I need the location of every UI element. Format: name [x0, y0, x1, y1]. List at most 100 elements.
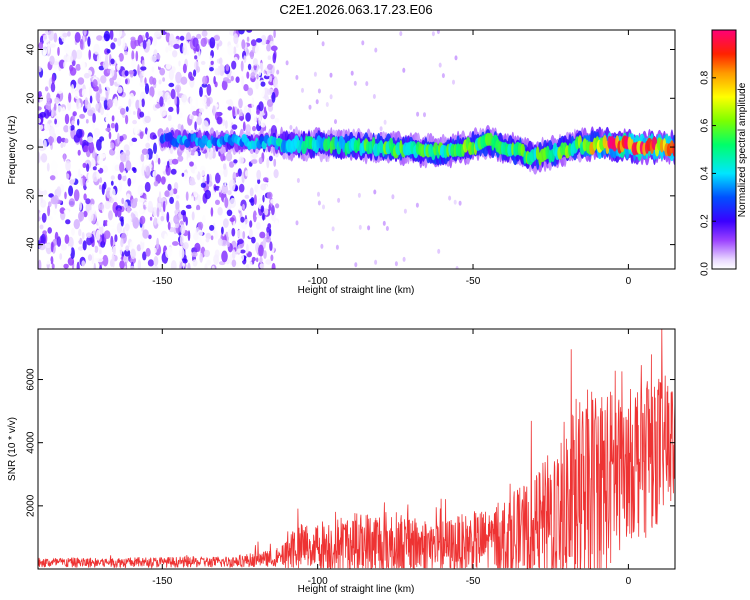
- heatmap-cell: [121, 197, 125, 205]
- heatmap-cell: [119, 107, 126, 115]
- heatmap-cell: [39, 96, 45, 106]
- heatmap-cell: [150, 46, 153, 52]
- heatmap-cell: [75, 49, 83, 60]
- heatmap-cell: [63, 263, 69, 269]
- heatmap-cell: [67, 245, 72, 256]
- heatmap-cell: [217, 65, 220, 76]
- heatmap-cell: [102, 254, 109, 267]
- heatmap-cell: [144, 83, 150, 95]
- heatmap-cell: [51, 160, 58, 172]
- heatmap-cell: [202, 214, 206, 224]
- heatmap-cell: [157, 90, 164, 97]
- heatmap-cell: [92, 79, 98, 88]
- heatmap-cell: [153, 180, 159, 187]
- heatmap-cell: [88, 86, 92, 98]
- heatmap-cell: [70, 247, 75, 260]
- heatmap-cell: [256, 109, 260, 115]
- heatmap-cell: [252, 210, 257, 223]
- heatmap-cell: [64, 234, 70, 244]
- heatmap-cell: [249, 187, 254, 197]
- heatmap-cell: [53, 103, 57, 111]
- heatmap-cell: [98, 224, 104, 235]
- heatmap-cell: [70, 55, 74, 63]
- heatmap-cell: [194, 121, 197, 131]
- heatmap-cell: [258, 157, 263, 165]
- heatmap-cell: [210, 207, 214, 217]
- heatmap-cell: [260, 122, 266, 128]
- heatmap-cell: [296, 178, 300, 183]
- heatmap-cell: [273, 158, 277, 167]
- heatmap-cell: [317, 200, 321, 206]
- heatmap-cell: [95, 229, 101, 241]
- heatmap-cell: [160, 176, 166, 185]
- heatmap-cell: [197, 229, 203, 237]
- heatmap-cell: [142, 229, 149, 239]
- heatmap-cell: [138, 98, 142, 110]
- heatmap-cell: [156, 237, 160, 250]
- heatmap-cell: [259, 231, 266, 239]
- heatmap-cell: [191, 251, 198, 257]
- heatmap-cell: [59, 165, 65, 172]
- heatmap-cell: [431, 31, 435, 37]
- heatmap-cell: [200, 37, 207, 48]
- x-tick-label: -50: [466, 576, 481, 587]
- heatmap-cell: [189, 161, 194, 167]
- heatmap-cell: [199, 252, 203, 263]
- heatmap-cell: [165, 63, 172, 70]
- heatmap-cell: [47, 42, 50, 55]
- heatmap-cell: [181, 94, 188, 103]
- heatmap-cell: [221, 226, 224, 235]
- heatmap-cell: [119, 161, 125, 173]
- heatmap-cell: [168, 82, 175, 88]
- heatmap-cell: [225, 63, 230, 72]
- heatmap-cell: [64, 191, 67, 200]
- heatmap-cell: [50, 241, 54, 253]
- heatmap-cell: [242, 203, 245, 210]
- heatmap-cell: [415, 202, 419, 208]
- heatmap-cell: [139, 131, 144, 140]
- heatmap-cell: [79, 113, 85, 119]
- heatmap-cell: [206, 259, 211, 266]
- heatmap-cell: [238, 88, 242, 97]
- heatmap-cell: [47, 136, 55, 144]
- heatmap-cell: [43, 123, 51, 131]
- heatmap-cell: [215, 199, 220, 205]
- heatmap-cell: [245, 112, 251, 122]
- heatmap-cell: [223, 218, 229, 228]
- heatmap-cell: [125, 149, 131, 157]
- heatmap-cell: [228, 179, 236, 192]
- heatmap-cell: [251, 256, 256, 262]
- heatmap-cell: [102, 165, 109, 174]
- heatmap-cell: [57, 46, 60, 57]
- heatmap-cell: [87, 210, 94, 222]
- heatmap-cell: [295, 220, 299, 226]
- heatmap-cell: [45, 101, 52, 111]
- heatmap-cell: [177, 123, 182, 130]
- heatmap-cell: [126, 205, 131, 214]
- heatmap-cell: [194, 168, 199, 176]
- heatmap-cell: [189, 76, 195, 81]
- heatmap-cell: [96, 153, 104, 165]
- heatmap-cell: [270, 254, 274, 262]
- heatmap-cell: [358, 224, 362, 230]
- heatmap-cell: [236, 229, 243, 239]
- heatmap-cell: [49, 175, 56, 181]
- heatmap-cell: [87, 109, 94, 117]
- heatmap-cell: [135, 99, 140, 110]
- heatmap-cell: [157, 157, 161, 165]
- heatmap-cell: [225, 152, 233, 162]
- heatmap-cell: [165, 165, 169, 173]
- heatmap-cell: [357, 192, 361, 198]
- snr-x-ticks: -150 -100 -50 0: [152, 329, 632, 587]
- heatmap-cell: [126, 193, 131, 200]
- heatmap-cell: [91, 253, 94, 265]
- heatmap-cell: [254, 44, 261, 56]
- heatmap-cell: [198, 108, 205, 113]
- colorbar-tick-label: 0.4: [700, 166, 711, 180]
- heatmap-cell: [172, 241, 179, 246]
- heatmap-cell: [243, 55, 247, 63]
- heatmap-cell: [160, 164, 166, 172]
- y-tick-label: 40: [26, 44, 37, 56]
- heatmap-cell: [201, 30, 208, 37]
- heatmap-cell: [110, 68, 115, 77]
